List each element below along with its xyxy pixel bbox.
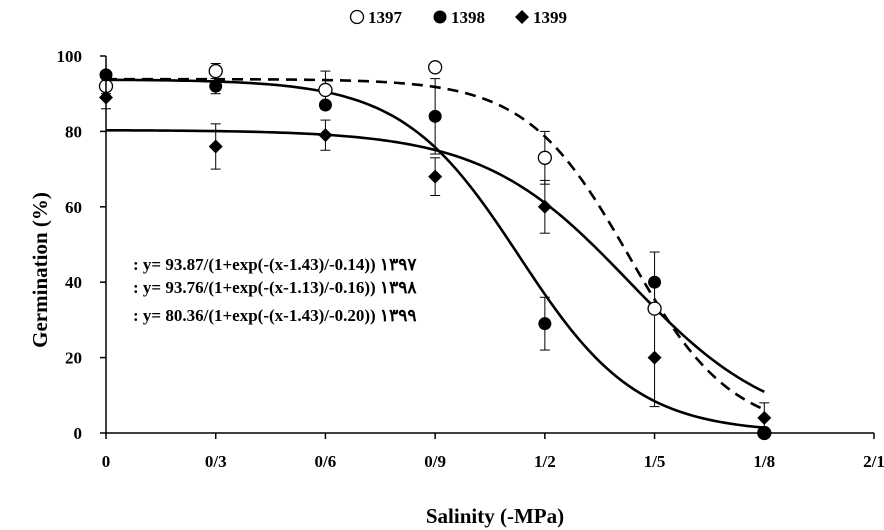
x-tick-label: 0/3 [205,452,227,471]
data-point-1397 [427,60,443,75]
legend-label-1399: 1399 [533,8,567,27]
data-point-1399 [647,350,662,365]
axes [105,56,874,434]
equation-1398: : y= 93.76/(1+exp(-(x-1.13)/-0.16)) ۱۳۹۸ [133,278,417,297]
legend-marker-1398 [433,10,447,24]
fit-equations: : y= 93.87/(1+exp(-(x-1.43)/-0.14)) ۱۳۹۷… [133,255,417,325]
x-axis-label: Salinity (-MPa) [426,504,564,528]
data-points [98,60,772,441]
x-ticks: 0 0/3 0/6 0/9 1/2 1/5 1/8 2/1 [102,433,884,471]
y-tick-label: 60 [65,198,82,217]
y-ticks: 0 20 40 60 80 100 [57,47,106,443]
data-point-1398 [209,79,223,93]
equation-1399: : y= 80.36/(1+exp(-(x-1.43)/-0.20)) ۱۳۹۹ [133,306,416,325]
legend-label-1398: 1398 [451,8,485,27]
data-point-1397 [647,301,662,316]
legend-marker-1399 [515,10,529,24]
data-point-1399 [537,199,552,214]
x-tick-label: 0/6 [315,452,337,471]
x-tick-label: 1/5 [644,452,666,471]
legend-label-1397: 1397 [368,8,403,27]
data-point-1397 [318,82,333,98]
equation-1397: : y= 93.87/(1+exp(-(x-1.43)/-0.14)) ۱۳۹۷ [133,255,417,274]
legend-marker-1397 [349,9,365,25]
data-point-1397 [537,150,553,165]
y-tick-label: 40 [65,273,82,292]
y-axis-label: Germination (%) [28,192,52,348]
data-point-1398 [648,275,662,289]
data-point-1399 [318,128,333,143]
data-point-1397 [208,63,223,79]
x-tick-label: 0/9 [424,452,446,471]
data-point-1399 [208,139,223,154]
legend: 1397 1398 1399 [349,8,567,27]
y-tick-label: 0 [74,424,83,443]
y-tick-label: 80 [65,122,82,141]
x-tick-label: 1/2 [534,452,556,471]
x-tick-label: 2/1 [863,452,884,471]
data-point-1398 [538,317,552,331]
data-point-1399 [757,410,772,425]
x-tick-label: 1/8 [753,452,775,471]
data-point-1398 [318,98,332,112]
data-point-1398 [428,109,442,123]
y-tick-label: 20 [65,349,82,368]
data-point-1399 [428,169,443,184]
x-tick-label: 0 [102,452,111,471]
y-tick-label: 100 [57,47,83,66]
